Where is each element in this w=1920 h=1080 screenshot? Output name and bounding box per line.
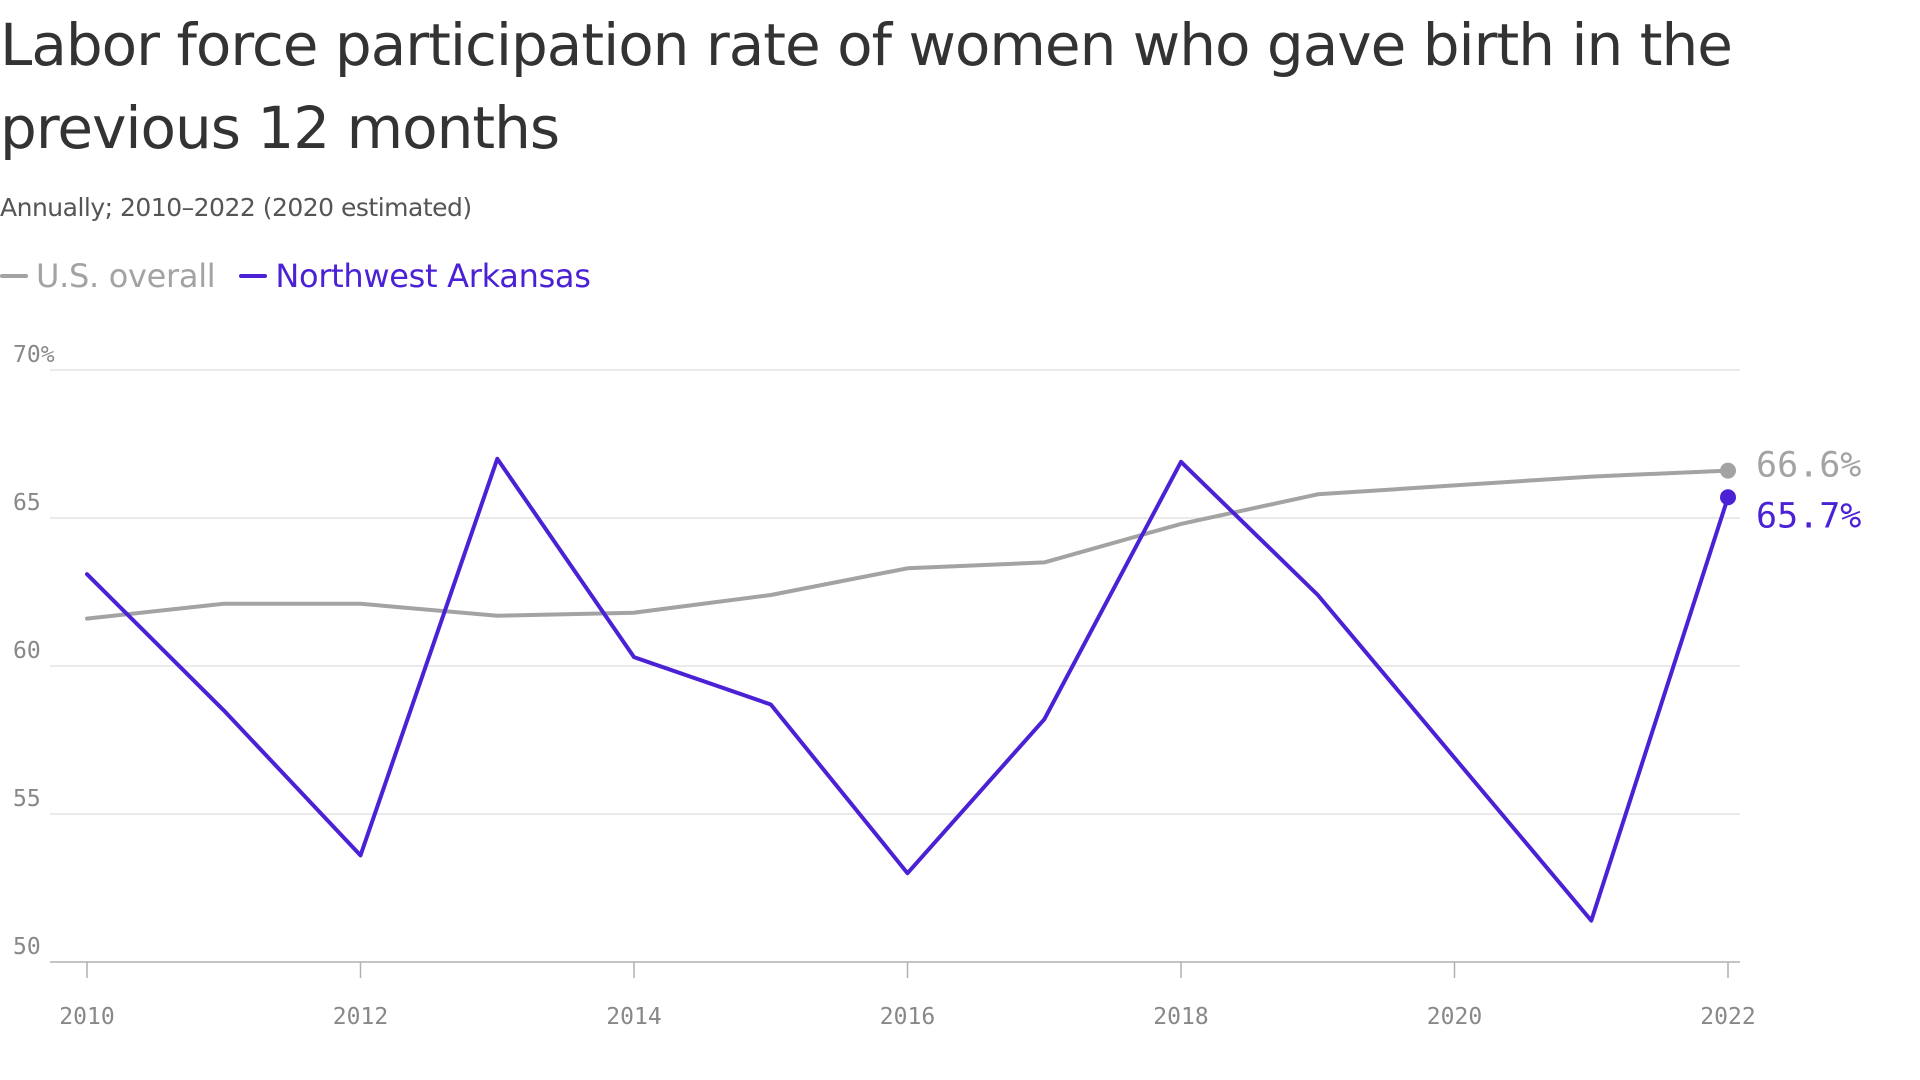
x-tick-label: 2018 — [1153, 1004, 1208, 1030]
series-layer — [85, 456, 1736, 923]
end-value-label: 65.7% — [1756, 496, 1861, 536]
series-line-nwa — [85, 456, 1730, 923]
y-tick-label: 50 — [13, 934, 41, 960]
grid-layer: 50 55 60 65 70% 2010 2012 2014 2016 2018 2020 2022 — [13, 342, 1756, 1030]
x-tick-label: 2022 — [1700, 1004, 1755, 1030]
legend-swatch-nwa — [239, 274, 268, 278]
x-tick-label: 2010 — [59, 1004, 114, 1030]
y-tick-label: 65 — [13, 490, 41, 516]
legend: U.S. overall Northwest Arkansas — [0, 257, 615, 295]
y-tick-label: 60 — [13, 638, 41, 664]
series-line-us — [85, 468, 1730, 621]
legend-label-nwa: Northwest Arkansas — [275, 257, 591, 295]
chart-title: Labor force participation rate of women … — [0, 11, 1733, 162]
x-tick-label: 2020 — [1427, 1004, 1482, 1030]
label-layer: 66.6% 65.7% — [1756, 446, 1861, 537]
y-tick-label: 55 — [13, 786, 41, 812]
legend-item-nwa: Northwest Arkansas — [239, 257, 591, 295]
x-tick-label: 2014 — [606, 1004, 661, 1030]
y-tick-label: 70% — [13, 342, 55, 368]
end-point-marker — [1720, 489, 1736, 506]
legend-label-us: U.S. overall — [36, 257, 216, 295]
end-point-marker — [1720, 462, 1736, 479]
legend-swatch-us — [0, 274, 28, 278]
x-tick-label: 2012 — [333, 1004, 388, 1030]
end-value-label: 66.6% — [1756, 446, 1861, 486]
x-tick-label: 2016 — [880, 1004, 935, 1030]
chart-subtitle: Annually; 2010–2022 (2020 estimated) — [0, 193, 472, 222]
legend-item-us: U.S. overall — [0, 257, 216, 295]
